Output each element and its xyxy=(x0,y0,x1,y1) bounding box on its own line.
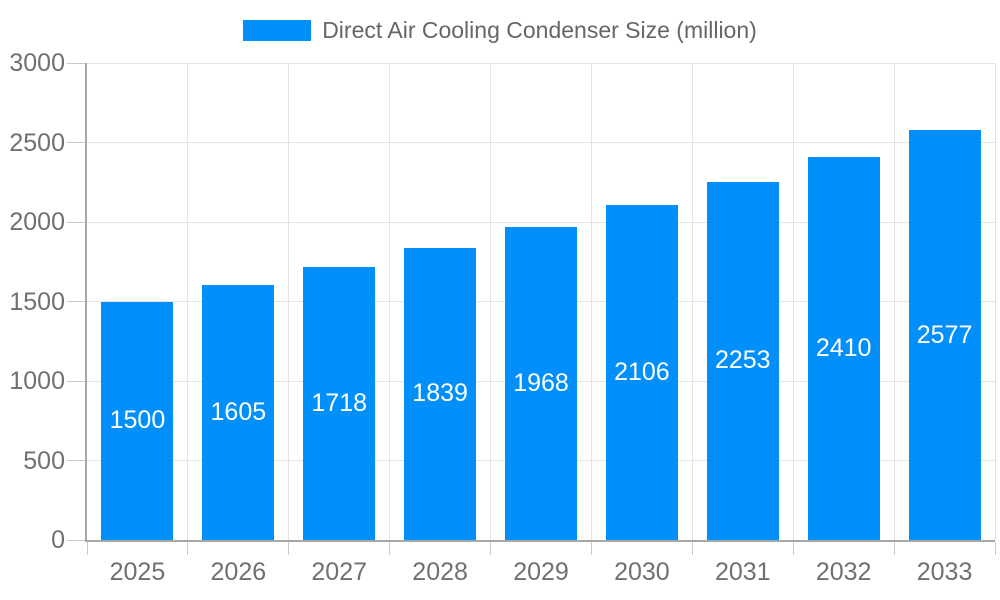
x-axis-tick xyxy=(590,542,592,555)
x-axis-tick-label: 2032 xyxy=(815,558,872,586)
y-axis-tick xyxy=(67,221,87,223)
bar[interactable]: 1839 xyxy=(404,247,477,540)
x-axis-line xyxy=(85,540,995,542)
legend: Direct Air Cooling Condenser Size (milli… xyxy=(0,16,1000,44)
bar[interactable]: 2253 xyxy=(706,181,779,540)
y-axis-tick-label: 2000 xyxy=(9,208,65,236)
y-axis-tick xyxy=(67,142,87,143)
gridline-vertical xyxy=(691,63,693,540)
x-axis-tick xyxy=(187,542,189,555)
bar[interactable]: 2577 xyxy=(908,130,981,540)
x-axis-tick xyxy=(691,542,693,555)
bar[interactable]: 2410 xyxy=(807,156,880,540)
bar[interactable]: 1718 xyxy=(303,266,376,540)
x-axis-tick-label: 2025 xyxy=(109,558,166,586)
legend-item[interactable]: Direct Air Cooling Condenser Size (milli… xyxy=(243,17,757,44)
gridline-vertical xyxy=(490,63,492,540)
y-axis-tick-label: 2500 xyxy=(9,128,65,157)
gridline-vertical xyxy=(893,63,895,540)
gridline-vertical xyxy=(187,63,189,540)
bar[interactable]: 2106 xyxy=(605,205,678,540)
gridline-horizontal xyxy=(87,221,995,223)
bar-value-label: 1605 xyxy=(210,397,267,426)
x-axis-tick xyxy=(994,542,996,555)
x-axis-tick-label: 2030 xyxy=(614,558,670,586)
bar[interactable]: 1500 xyxy=(101,301,174,540)
bar[interactable]: 1605 xyxy=(202,284,275,540)
x-axis-tick xyxy=(490,542,492,555)
bar-value-label: 2410 xyxy=(815,333,872,362)
bar[interactable]: 1968 xyxy=(505,227,577,540)
bar-value-label: 2577 xyxy=(916,320,973,349)
legend-label: Direct Air Cooling Condenser Size (milli… xyxy=(322,16,757,43)
x-axis-tick xyxy=(288,542,290,555)
gridline-vertical xyxy=(792,63,794,540)
x-axis-tick xyxy=(893,542,895,555)
bar-value-label: 2253 xyxy=(714,346,771,375)
x-axis-tick-label: 2026 xyxy=(210,558,267,586)
bar-value-label: 1500 xyxy=(109,406,166,435)
y-axis-tick xyxy=(67,380,87,382)
y-axis-line xyxy=(85,63,87,542)
gridline-vertical xyxy=(288,63,290,540)
x-axis-tick-label: 2031 xyxy=(714,558,771,586)
x-axis-tick xyxy=(389,542,391,555)
y-axis-tick-label: 1000 xyxy=(9,367,65,395)
y-axis-tick xyxy=(67,301,87,302)
y-axis-tick-label: 1500 xyxy=(9,287,65,316)
x-axis-tick-label: 2028 xyxy=(412,558,468,586)
y-axis-tick-label: 0 xyxy=(51,526,65,554)
x-axis-tick-label: 2029 xyxy=(513,558,569,586)
gridline-vertical xyxy=(389,63,391,540)
x-axis-tick-label: 2027 xyxy=(311,558,368,586)
x-axis-tick xyxy=(792,542,794,555)
y-axis-tick xyxy=(67,539,87,541)
y-axis-tick xyxy=(67,62,87,64)
x-axis-tick-label: 2033 xyxy=(916,558,973,586)
y-axis-tick xyxy=(67,460,87,461)
bar-value-label: 1968 xyxy=(513,369,569,398)
y-axis-tick-label: 3000 xyxy=(9,49,65,77)
gridline-horizontal xyxy=(87,62,995,64)
bar-value-label: 1718 xyxy=(311,388,368,417)
gridline-horizontal xyxy=(87,142,995,143)
gridline-vertical xyxy=(994,63,996,540)
y-axis-tick-label: 500 xyxy=(23,446,65,475)
legend-swatch-icon xyxy=(243,19,312,41)
x-axis-tick xyxy=(86,542,88,555)
bar-value-label: 1839 xyxy=(412,379,468,408)
bar-value-label: 2106 xyxy=(614,358,670,387)
gridline-vertical xyxy=(590,63,592,540)
